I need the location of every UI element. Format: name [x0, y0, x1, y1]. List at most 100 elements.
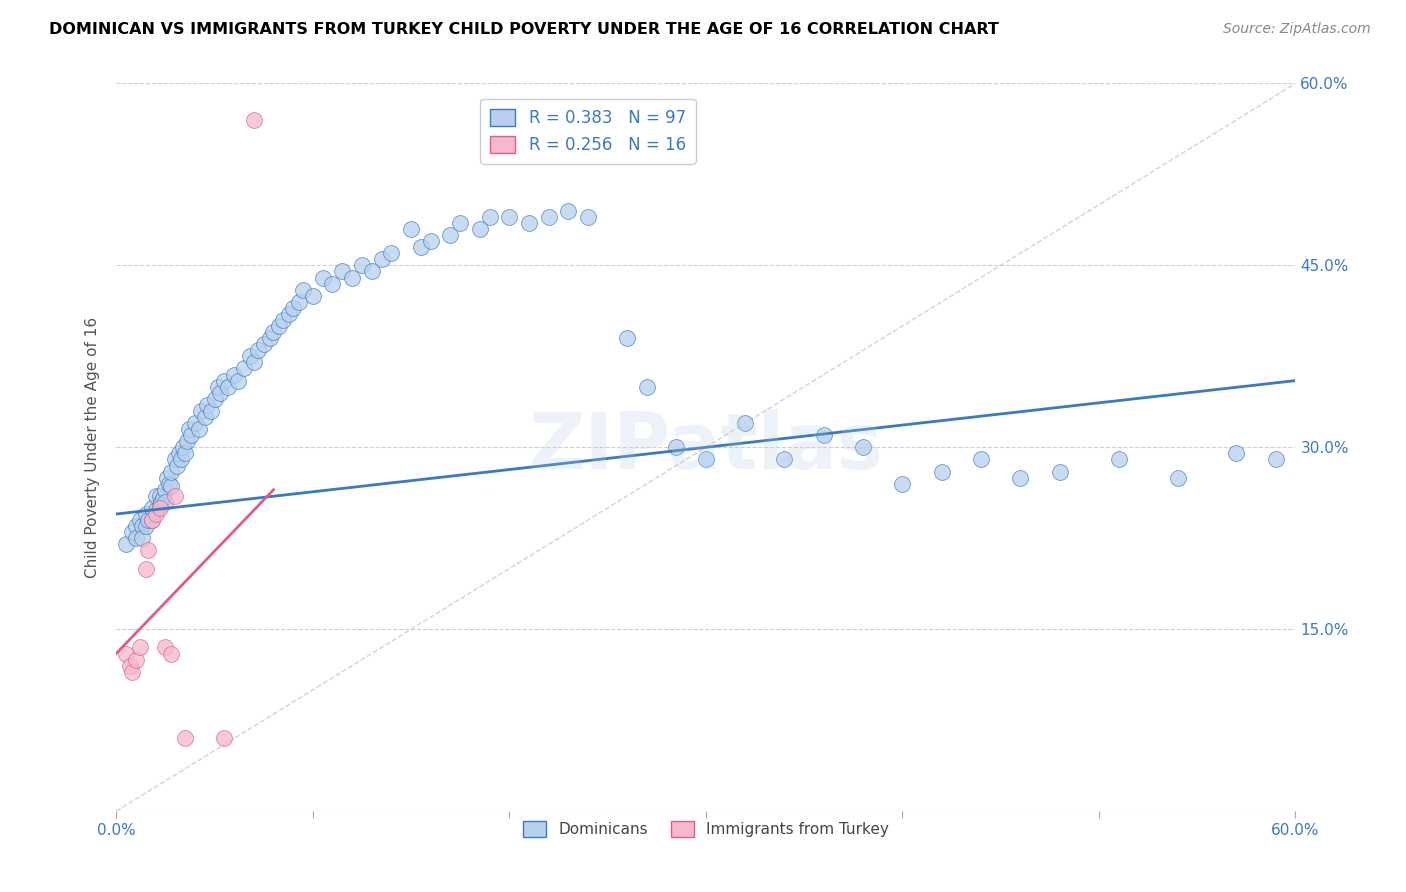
Point	[419, 234, 441, 248]
Point	[166, 458, 188, 473]
Point	[311, 270, 333, 285]
Point	[931, 465, 953, 479]
Point	[160, 479, 183, 493]
Point	[145, 507, 167, 521]
Point	[773, 452, 796, 467]
Point	[204, 392, 226, 406]
Point	[141, 513, 163, 527]
Point	[1010, 470, 1032, 484]
Point	[150, 495, 173, 509]
Point	[478, 210, 501, 224]
Point	[128, 640, 150, 655]
Point	[160, 647, 183, 661]
Point	[278, 307, 301, 321]
Point	[1049, 465, 1071, 479]
Point	[136, 543, 159, 558]
Point	[852, 440, 875, 454]
Point	[399, 222, 422, 236]
Point	[557, 203, 579, 218]
Point	[125, 652, 148, 666]
Point	[380, 246, 402, 260]
Point	[734, 416, 756, 430]
Point	[281, 301, 304, 315]
Point	[330, 264, 353, 278]
Point	[360, 264, 382, 278]
Point	[891, 476, 914, 491]
Point	[170, 452, 193, 467]
Point	[409, 240, 432, 254]
Point	[288, 294, 311, 309]
Point	[214, 374, 236, 388]
Point	[273, 313, 295, 327]
Point	[340, 270, 363, 285]
Point	[370, 252, 392, 267]
Point	[190, 404, 212, 418]
Point	[200, 404, 222, 418]
Point	[121, 525, 143, 540]
Point	[148, 489, 170, 503]
Point	[616, 331, 638, 345]
Point	[207, 379, 229, 393]
Point	[167, 446, 190, 460]
Point	[125, 519, 148, 533]
Point	[155, 640, 177, 655]
Point	[148, 500, 170, 515]
Text: Source: ZipAtlas.com: Source: ZipAtlas.com	[1223, 22, 1371, 37]
Point	[135, 519, 157, 533]
Point	[187, 422, 209, 436]
Point	[180, 428, 202, 442]
Text: ZIPatlas: ZIPatlas	[529, 409, 883, 485]
Point	[121, 665, 143, 679]
Point	[157, 476, 180, 491]
Point	[128, 513, 150, 527]
Point	[160, 465, 183, 479]
Point	[695, 452, 717, 467]
Y-axis label: Child Poverty Under the Age of 16: Child Poverty Under the Age of 16	[86, 317, 100, 578]
Point	[145, 489, 167, 503]
Point	[243, 112, 266, 127]
Point	[970, 452, 993, 467]
Point	[156, 470, 179, 484]
Point	[813, 428, 835, 442]
Point	[243, 355, 266, 369]
Point	[224, 368, 246, 382]
Point	[177, 422, 200, 436]
Point	[449, 216, 471, 230]
Point	[301, 289, 323, 303]
Point	[246, 343, 269, 358]
Point	[152, 491, 174, 506]
Point	[439, 228, 461, 243]
Point	[165, 489, 187, 503]
Point	[118, 658, 141, 673]
Point	[184, 416, 207, 430]
Point	[136, 513, 159, 527]
Point	[269, 318, 291, 333]
Point	[155, 483, 177, 497]
Point	[141, 500, 163, 515]
Point	[537, 210, 560, 224]
Point	[135, 507, 157, 521]
Point	[209, 385, 232, 400]
Point	[576, 210, 599, 224]
Point	[125, 531, 148, 545]
Point	[131, 531, 153, 545]
Point	[141, 513, 163, 527]
Point	[176, 434, 198, 449]
Point	[350, 259, 373, 273]
Point	[263, 325, 285, 339]
Point	[1167, 470, 1189, 484]
Point	[131, 519, 153, 533]
Point	[148, 499, 170, 513]
Point	[259, 331, 281, 345]
Point	[1225, 446, 1247, 460]
Point	[145, 503, 167, 517]
Point	[155, 495, 177, 509]
Point	[135, 561, 157, 575]
Point	[172, 440, 194, 454]
Point	[174, 446, 197, 460]
Point	[195, 398, 218, 412]
Point	[1264, 452, 1286, 467]
Point	[517, 216, 540, 230]
Point	[165, 452, 187, 467]
Point	[217, 379, 239, 393]
